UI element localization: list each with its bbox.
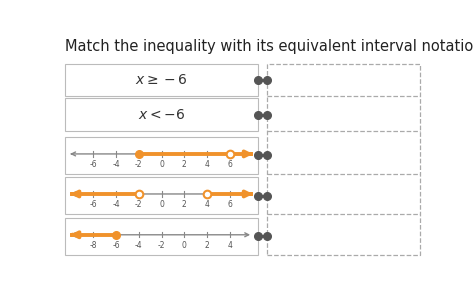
Bar — [65, 98, 258, 131]
Text: 6: 6 — [228, 160, 232, 169]
Text: -4: -4 — [112, 160, 120, 169]
Text: $x \geq -6$: $x \geq -6$ — [135, 73, 188, 87]
Text: 0: 0 — [159, 160, 164, 169]
Text: 0: 0 — [182, 240, 187, 250]
Text: 2: 2 — [205, 240, 210, 250]
Text: -6: -6 — [90, 200, 97, 209]
Text: -4: -4 — [135, 240, 143, 250]
Text: -2: -2 — [135, 200, 143, 209]
Bar — [65, 64, 258, 96]
Text: 4: 4 — [205, 160, 210, 169]
Bar — [65, 137, 258, 174]
Text: 2: 2 — [182, 160, 187, 169]
Text: 4: 4 — [205, 200, 210, 209]
Bar — [267, 64, 420, 255]
Text: -4: -4 — [112, 200, 120, 209]
Text: 0: 0 — [159, 200, 164, 209]
Text: 6: 6 — [228, 200, 232, 209]
Text: -2: -2 — [158, 240, 165, 250]
Text: -2: -2 — [135, 160, 143, 169]
Text: $x < -6$: $x < -6$ — [138, 108, 185, 122]
Bar — [65, 218, 258, 255]
Text: -6: -6 — [112, 240, 120, 250]
Text: -8: -8 — [90, 240, 97, 250]
Bar — [65, 177, 258, 214]
Text: 4: 4 — [228, 240, 232, 250]
Text: 2: 2 — [182, 200, 187, 209]
Text: Match the inequality with its equivalent interval notation.: Match the inequality with its equivalent… — [65, 39, 474, 54]
Text: -6: -6 — [90, 160, 97, 169]
